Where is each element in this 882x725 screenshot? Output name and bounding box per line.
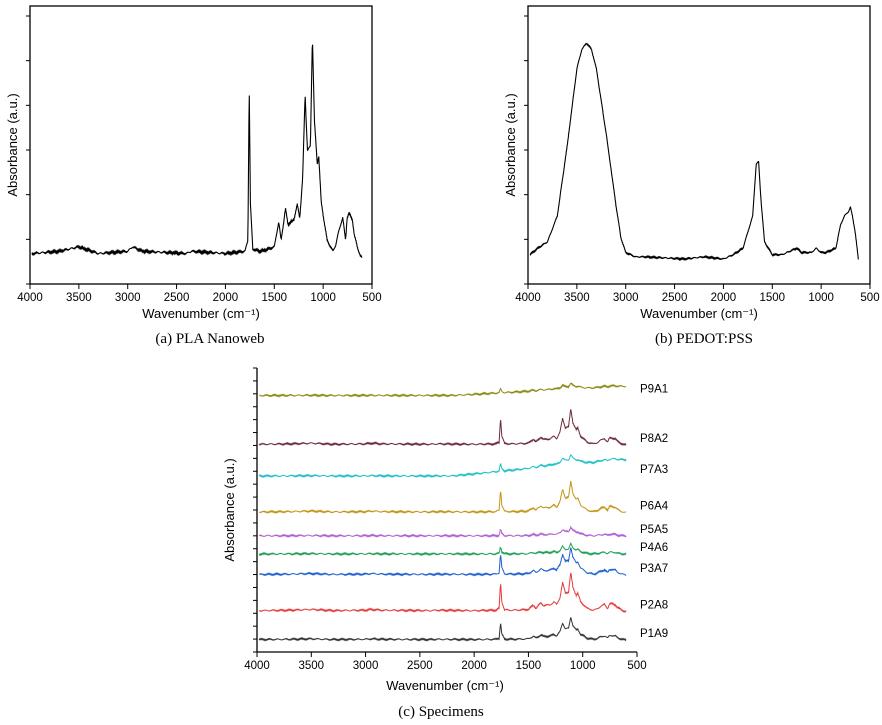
y-ticks	[524, 15, 528, 285]
x-tick-label: 1000	[310, 292, 336, 304]
x-tick-label: 500	[362, 292, 381, 304]
series-label-p5a5: P5A5	[640, 524, 668, 536]
x-tick-label: 4000	[515, 292, 541, 304]
x-tick-label: 1500	[261, 292, 287, 304]
series-line-p6a4	[258, 480, 627, 515]
series-line-p7a3	[258, 453, 627, 479]
x-tick-label: 500	[860, 292, 879, 304]
x-axis-label: Wavenumber (cm⁻¹)	[640, 306, 758, 321]
x-tick-label: 2500	[662, 292, 688, 304]
series-label-p2a8: P2A8	[640, 599, 668, 611]
x-axis-label: Wavenumber (cm⁻¹)	[386, 678, 504, 693]
x-tick-label: 500	[627, 660, 646, 672]
x-tick-label: 2000	[711, 292, 737, 304]
series-line-p4a6	[258, 541, 627, 557]
y-axis-label: Absorbance (a.u.)	[503, 93, 518, 196]
x-ticks: 4000 3500 3000 2500 2000 1500 1000 500	[17, 284, 382, 304]
x-ticks: 4000 3500 3000 2500 2000 1500 1000 500	[244, 652, 647, 672]
x-tick-label: 3000	[353, 660, 379, 672]
plot-frame	[29, 5, 373, 285]
y-ticks	[26, 15, 30, 285]
x-axis-label: Wavenumber (cm⁻¹)	[142, 306, 260, 321]
x-tick-label: 1000	[808, 292, 834, 304]
x-tick-label: 1500	[759, 292, 785, 304]
y-axis-label: Absorbance (a.u.)	[5, 93, 20, 196]
x-tick-label: 3000	[115, 292, 141, 304]
series-label-p1a9: P1A9	[640, 628, 668, 640]
series-label-p4a6: P4A6	[640, 542, 668, 554]
x-ticks: 4000 3500 3000 2500 2000 1500 1000 500	[515, 284, 880, 304]
chart-panel-b: 4000 3500 3000 2500 2000 1500 1000 500 Wavenumb…	[503, 5, 880, 347]
series-label-p6a4: P6A4	[640, 501, 669, 513]
x-tick-label: 3500	[564, 292, 590, 304]
series-label-p8a2: P8A2	[640, 433, 668, 445]
x-tick-label: 2500	[164, 292, 190, 304]
caption: (b) PEDOT:PSS	[655, 331, 753, 347]
x-tick-label: 1000	[570, 660, 596, 672]
series-line-p5a5	[258, 525, 627, 538]
chart-panel-a: 4000 3500 3000 2500 2000 1500 1000 500 Wavenumb…	[5, 5, 382, 347]
plot-frame	[527, 5, 871, 285]
series-line-p1a9	[258, 617, 627, 642]
x-tick-label: 1500	[516, 660, 542, 672]
series-line-p8a2	[258, 409, 627, 447]
x-tick-label: 2500	[407, 660, 433, 672]
series-line-p3a7	[258, 547, 627, 577]
x-tick-label: 2000	[213, 292, 239, 304]
y-axis-label: Absorbance (a.u.)	[222, 458, 237, 561]
spectrum-line	[529, 42, 859, 262]
spectrum-line	[31, 44, 363, 258]
x-tick-label: 3500	[298, 660, 324, 672]
series-label-p9a1: P9A1	[640, 384, 668, 396]
x-tick-label: 4000	[244, 660, 270, 672]
x-tick-label: 2000	[461, 660, 487, 672]
x-tick-label: 3500	[66, 292, 92, 304]
caption: (c) Specimens	[398, 704, 484, 720]
series-label-p3a7: P3A7	[640, 563, 668, 575]
caption: (a) PLA Nanoweb	[155, 331, 264, 347]
series-labels: P9A1 P8A2 P7A3 P6A4 P5A5 P4A6 P3A7 P2A8 P1A9	[640, 384, 669, 640]
series-label-p7a3: P7A3	[640, 464, 668, 476]
spectrum-lines	[258, 382, 627, 642]
x-tick-label: 4000	[17, 292, 43, 304]
x-tick-label: 3000	[613, 292, 639, 304]
y-ticks	[253, 367, 257, 653]
series-line-p2a8	[258, 572, 627, 613]
chart-panel-c: 4000 3500 3000 2500 2000 1500 1000 500 P9A1 P8A2…	[222, 367, 669, 720]
series-line-p9a1	[258, 382, 627, 398]
